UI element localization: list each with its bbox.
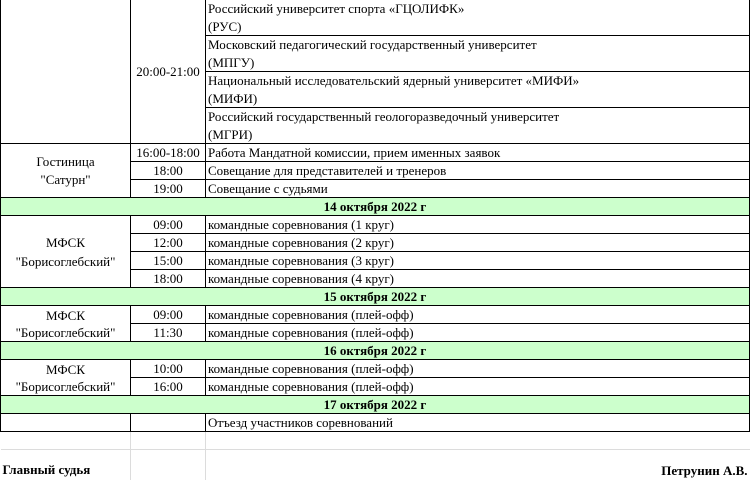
venue-name: МФСК: [46, 362, 85, 377]
venue-cell: МФСК "Борисоглебский": [1, 360, 131, 396]
university-cell: Российский университет спорта «ГЦОЛИФК» (…: [206, 0, 750, 36]
event-cell: командные соревнования (плей-офф): [206, 378, 750, 396]
time-cell: 16:00: [131, 378, 206, 396]
chief-judge-label: Главный судья: [1, 450, 131, 480]
university-name: Московский педагогический государственны…: [208, 37, 537, 52]
time-cell: 09:00: [131, 306, 206, 324]
time-cell: 18:00: [131, 162, 206, 180]
university-name: Национальный исследовательский ядерный у…: [208, 73, 579, 88]
university-name: Российский государственный геологоразвед…: [208, 109, 559, 124]
venue-name: МФСК: [46, 308, 85, 323]
university-name: Российский университет спорта «ГЦОЛИФК»: [208, 1, 464, 16]
time-cell: 10:00: [131, 360, 206, 378]
venue-name: МФСК: [46, 235, 85, 250]
venue-name: "Борисоглебский": [16, 379, 116, 394]
venue-cell: МФСК "Борисоглебский": [1, 216, 131, 288]
event-cell: командные соревнования (плей-офф): [206, 324, 750, 342]
venue-cell: [1, 414, 131, 432]
university-abbr: (МИФИ): [208, 91, 257, 106]
venue-name: Гостиница: [36, 154, 94, 169]
event-cell: командные соревнования (плей-офф): [206, 306, 750, 324]
empty-cell: [1, 432, 131, 450]
event-cell: командные соревнования (плей-офф): [206, 360, 750, 378]
time-cell: 19:00: [131, 180, 206, 198]
university-abbr: (МПГУ): [208, 55, 254, 70]
time-cell: [131, 414, 206, 432]
table-row: 20:00-21:00 Российский университет спорт…: [1, 0, 750, 36]
university-abbr: (РУС): [208, 19, 241, 34]
university-cell: Национальный исследовательский ядерный у…: [206, 72, 750, 108]
university-abbr: (МГРИ): [208, 127, 252, 142]
time-cell: 15:00: [131, 252, 206, 270]
day-header: 16 октября 2022 г: [1, 342, 750, 360]
chief-judge-name: Петрунин А.В.: [206, 450, 750, 480]
table-row: МФСК"Борисоглебский" 09:00 командные сор…: [1, 306, 750, 324]
event-cell: Отъезд участников соревнований: [206, 414, 750, 432]
venue-name: "Борисоглебский": [16, 325, 116, 340]
venue-name: "Сатурн": [40, 172, 90, 187]
empty-cell: [206, 432, 750, 450]
time-cell: 09:00: [131, 216, 206, 234]
event-cell: командные соревнования (1 круг): [206, 216, 750, 234]
event-cell: Совещание для представителей и тренеров: [206, 162, 750, 180]
university-cell: Российский государственный геологоразвед…: [206, 108, 750, 144]
event-cell: командные соревнования (2 круг): [206, 234, 750, 252]
time-cell: 18:00: [131, 270, 206, 288]
table-row: Отъезд участников соревнований: [1, 414, 750, 432]
day-header-row: 14 октября 2022 г: [1, 198, 750, 216]
time-cell: 20:00-21:00: [131, 0, 206, 144]
spacer-row: [1, 432, 750, 450]
venue-cell: Гостиница "Сатурн": [1, 144, 131, 198]
table-row: МФСК"Борисоглебский" 10:00 командные сор…: [1, 360, 750, 378]
event-cell: Работа Мандатной комиссии, прием именных…: [206, 144, 750, 162]
empty-cell: [131, 432, 206, 450]
venue-cell: МФСК "Борисоглебский": [1, 306, 131, 342]
day-header: 14 октября 2022 г: [1, 198, 750, 216]
empty-cell: [131, 450, 206, 480]
time-cell: 12:00: [131, 234, 206, 252]
day-header-row: 16 октября 2022 г: [1, 342, 750, 360]
time-cell: 11:30: [131, 324, 206, 342]
day-header: 17 октября 2022 г: [1, 396, 750, 414]
venue-name: "Борисоглебский": [16, 254, 116, 269]
event-cell: Совещание с судьями: [206, 180, 750, 198]
event-cell: командные соревнования (3 круг): [206, 252, 750, 270]
day-header-row: 17 октября 2022 г: [1, 396, 750, 414]
table-row: Гостиница"Сатурн" 16:00-18:00 Работа Ман…: [1, 144, 750, 162]
day-header: 15 октября 2022 г: [1, 288, 750, 306]
venue-cell: [1, 0, 131, 144]
footer-row: Главный судья Петрунин А.В.: [1, 450, 750, 480]
university-cell: Московский педагогический государственны…: [206, 36, 750, 72]
day-header-row: 15 октября 2022 г: [1, 288, 750, 306]
time-cell: 16:00-18:00: [131, 144, 206, 162]
event-cell: командные соревнования (4 круг): [206, 270, 750, 288]
table-row: МФСК"Борисоглебский" 09:00 командные сор…: [1, 216, 750, 234]
